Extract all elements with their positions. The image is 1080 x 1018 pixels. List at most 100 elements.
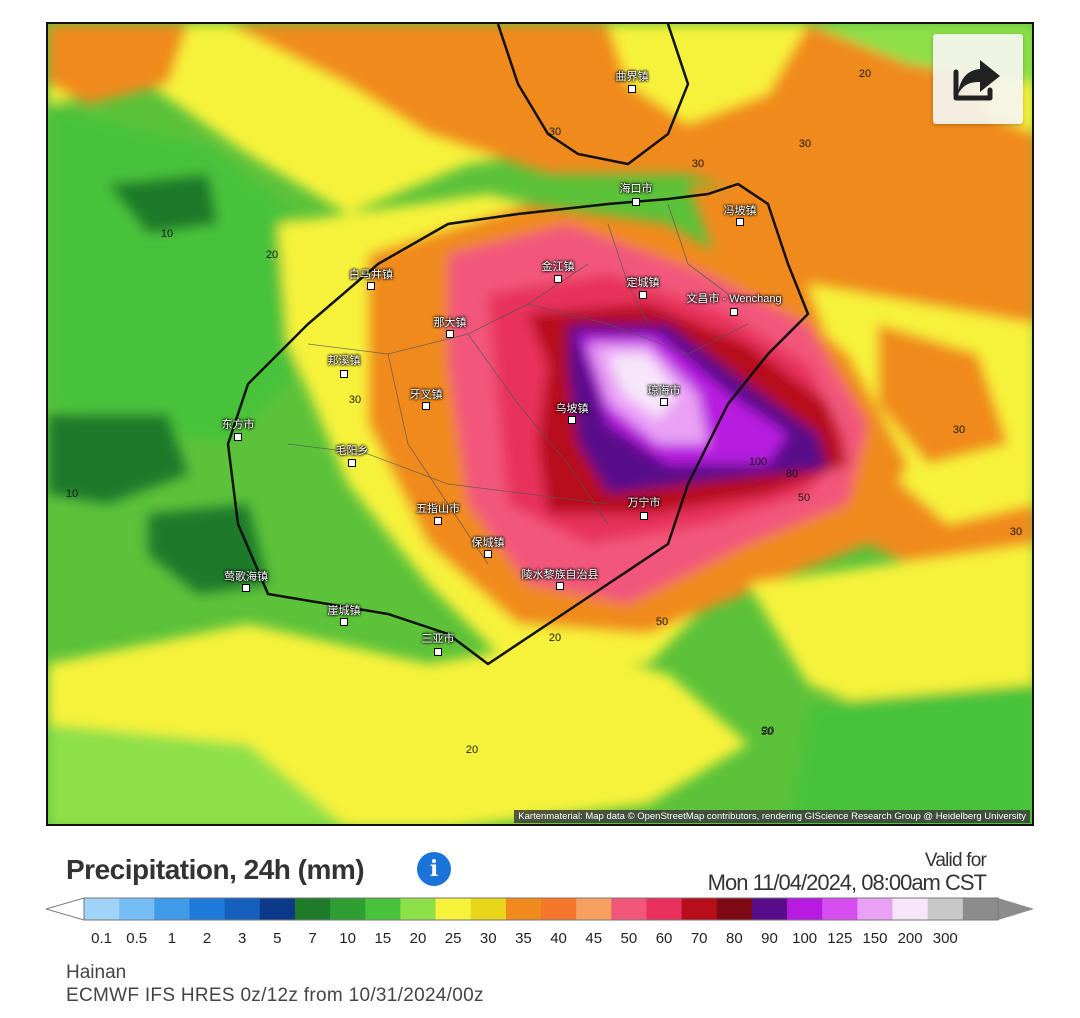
place-marker <box>348 459 356 467</box>
contour-label: 10 <box>65 488 79 500</box>
place-label: 东方市 <box>221 419 255 431</box>
scale-segment <box>294 898 331 920</box>
place-marker <box>340 370 348 378</box>
place-marker <box>632 198 640 206</box>
scale-tick-label: 60 <box>655 930 673 947</box>
info-icon[interactable]: i <box>417 852 451 886</box>
model-run-label: ECMWF IFS HRES 0z/12z from 10/31/2024/00… <box>66 985 484 1006</box>
precipitation-map[interactable]: 曲界镇 海口市 冯坡镇 金江镇 定城镇 白马井镇 文昌市 - Wenchang … <box>46 22 1034 826</box>
contour-label: 20 <box>761 725 775 737</box>
place-label: 万宁市 <box>627 497 661 509</box>
scale-segment <box>857 898 894 920</box>
place-marker <box>628 85 636 93</box>
place-label: 文昌市 - Wenchang <box>686 293 782 305</box>
scale-segment <box>927 898 964 920</box>
place-label: 乌坡镇 <box>555 403 589 415</box>
scale-segment <box>330 898 366 920</box>
scale-segment <box>400 898 437 920</box>
valid-date: Mon 11/04/2024, 08:00am CST <box>707 870 987 895</box>
region-label: Hainan <box>66 962 127 983</box>
place-label: 那大镇 <box>433 317 467 329</box>
place-marker <box>234 433 242 441</box>
scale-tick-label: 100 <box>792 930 818 947</box>
scale-tick-label: 45 <box>585 930 603 947</box>
share-button[interactable] <box>933 34 1023 124</box>
contour-label: 50 <box>655 616 669 628</box>
place-label: 保城镇 <box>471 537 505 549</box>
scale-tick-label: 40 <box>550 930 567 947</box>
scale-tick-label: 2 <box>202 930 212 947</box>
scale-tick-label: 35 <box>515 930 532 947</box>
scale-segment <box>505 898 542 920</box>
place-label: 金江镇 <box>541 261 575 273</box>
place-label: 琼海市 <box>647 385 681 397</box>
place-marker <box>242 584 250 592</box>
place-marker <box>340 618 348 626</box>
scale-segment <box>84 898 120 920</box>
scale-segment <box>611 898 647 920</box>
place-label: 崖城镇 <box>327 605 361 617</box>
scale-segment <box>681 898 718 920</box>
scale-tick-label: 80 <box>726 930 743 947</box>
place-label: 莺歌海镇 <box>224 571 268 583</box>
contour-label: 20 <box>265 249 279 261</box>
share-arrow-icon <box>953 60 1000 101</box>
scale-tick-label: 125 <box>827 930 853 947</box>
contour-label: 50 <box>797 492 811 504</box>
contour-label: 30 <box>548 126 562 138</box>
scale-tick-label: 7 <box>308 930 317 947</box>
place-marker <box>730 308 738 316</box>
place-marker <box>434 517 442 525</box>
scale-segment <box>962 898 999 920</box>
scale-segment <box>189 898 226 920</box>
scale-segment <box>259 898 296 920</box>
scale-segment <box>365 898 401 920</box>
contour-label: 30 <box>798 138 812 150</box>
place-marker <box>660 398 668 406</box>
scale-tick-label: 90 <box>761 930 778 947</box>
place-marker <box>556 582 564 590</box>
scale-segment <box>470 898 507 920</box>
scale-segment <box>892 898 929 920</box>
valid-for-label: Valid for <box>924 850 987 871</box>
scale-tick-label: 5 <box>273 930 282 947</box>
scale-tick-label: 1 <box>167 930 177 947</box>
scale-segment <box>435 898 472 920</box>
contour-label: 30 <box>1009 526 1023 538</box>
scale-tick-label: 0.1 <box>91 930 112 947</box>
contour-label: 20 <box>858 68 872 80</box>
contour-label: 100 <box>748 456 768 468</box>
place-marker <box>639 291 647 299</box>
contour-label: 20 <box>548 632 562 644</box>
scale-tick-label: 20 <box>409 930 427 947</box>
place-label: 邦溪镇 <box>327 355 361 367</box>
place-marker <box>367 282 375 290</box>
scale-tick-label: 150 <box>862 930 888 947</box>
scale-tick-label: 25 <box>444 930 462 947</box>
scale-segment <box>541 898 577 920</box>
scale-segment <box>716 898 753 920</box>
contour-label: 30 <box>691 158 705 170</box>
contour-label: 50 <box>760 726 774 738</box>
place-marker <box>736 218 744 226</box>
place-label: 曲界镇 <box>615 71 649 83</box>
place-label: 毛阳乡 <box>335 445 369 457</box>
place-label: 陵水黎族自治县 <box>521 569 599 581</box>
place-label: 海口市 <box>619 183 653 195</box>
scale-max-arrow <box>998 898 1034 920</box>
contour-label: 30 <box>348 394 362 406</box>
scale-segment <box>119 898 155 920</box>
place-label: 白马井镇 <box>349 269 393 281</box>
scale-tick-label: 0.5 <box>126 930 148 947</box>
scale-segment <box>576 898 612 920</box>
scale-tick-label: 15 <box>374 930 392 947</box>
contour-label: 80 <box>785 468 799 480</box>
scale-tick-label: 300 <box>932 930 958 947</box>
scale-segment <box>224 898 261 920</box>
place-label: 五指山市 <box>416 503 460 515</box>
contour-label: 10 <box>160 228 174 240</box>
scale-tick-label: 50 <box>620 930 638 947</box>
place-label: 三亚市 <box>421 633 455 645</box>
map-attribution[interactable]: Kartenmaterial: Map data © OpenStreetMap… <box>514 810 1030 823</box>
scale-tick-label: 70 <box>690 930 708 947</box>
